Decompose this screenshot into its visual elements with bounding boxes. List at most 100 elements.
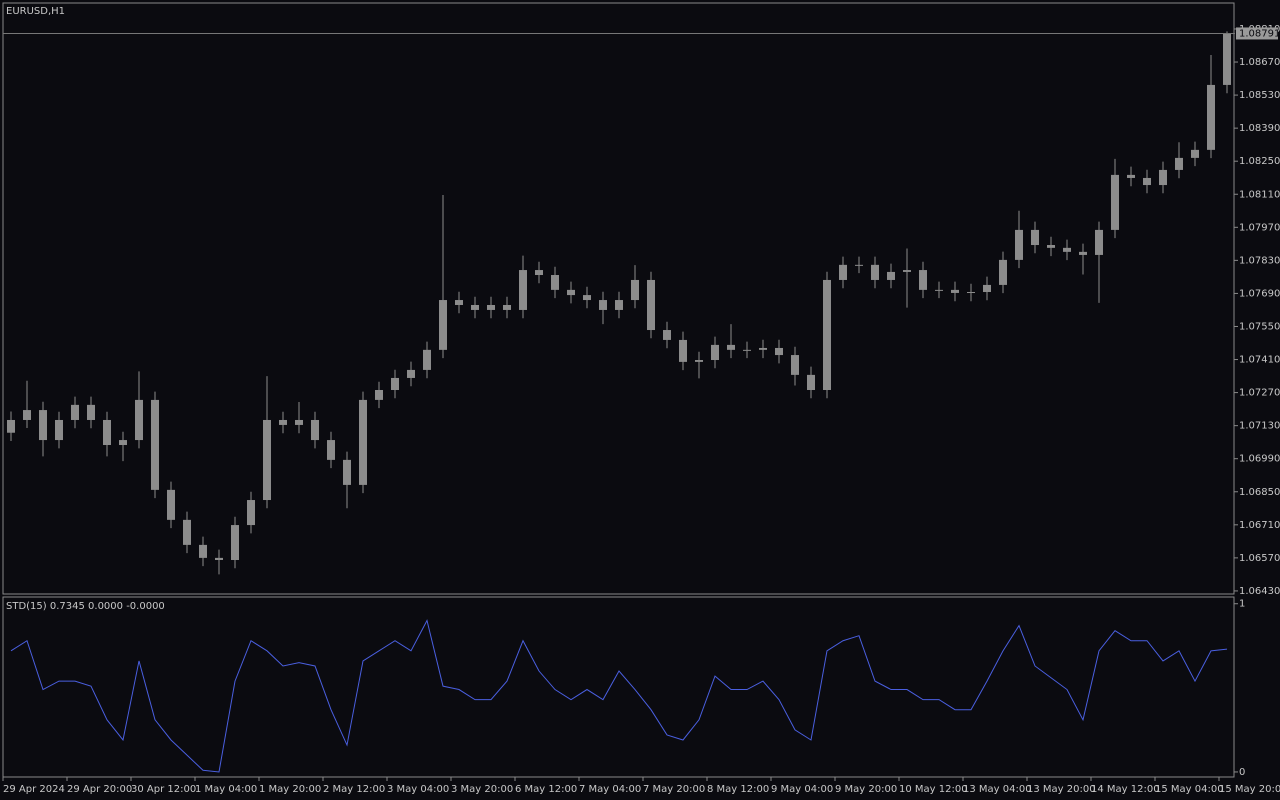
candle-body bbox=[615, 300, 623, 310]
x-tick-label: 13 May 04:00 bbox=[963, 784, 1032, 795]
x-tick-label: 29 Apr 20:00 bbox=[67, 784, 132, 795]
candle-body bbox=[39, 410, 47, 441]
y-tick-label: 1.08250 bbox=[1239, 156, 1280, 167]
y-tick-label: 1.07130 bbox=[1239, 421, 1280, 432]
candle-body bbox=[439, 300, 447, 350]
candle-body bbox=[1207, 84, 1215, 150]
y-tick-label: 1.07410 bbox=[1239, 355, 1280, 366]
candle-body bbox=[87, 404, 95, 420]
candle-body bbox=[199, 544, 207, 558]
candle-body bbox=[855, 264, 863, 266]
candle-body bbox=[1159, 169, 1167, 186]
x-tick-label: 14 May 12:00 bbox=[1091, 784, 1160, 795]
y-tick-label: 1.07270 bbox=[1239, 388, 1280, 399]
candle-body bbox=[151, 399, 159, 490]
candle-body bbox=[311, 419, 319, 441]
candle-body bbox=[263, 419, 271, 501]
candle-body bbox=[1079, 251, 1087, 255]
y-tick-label: 1.07830 bbox=[1239, 255, 1280, 266]
x-tick-label: 3 May 20:00 bbox=[451, 784, 513, 795]
x-tick-label: 3 May 04:00 bbox=[387, 784, 449, 795]
candle-body bbox=[1111, 174, 1119, 230]
indicator-panel bbox=[2, 596, 1235, 778]
candle-body bbox=[759, 347, 767, 350]
candle-body bbox=[679, 339, 687, 362]
candle-body bbox=[1015, 229, 1023, 260]
main-panel bbox=[2, 2, 1235, 595]
candle-body bbox=[903, 270, 911, 272]
indicator-title: STD(15) 0.7345 0.0000 -0.0000 bbox=[6, 601, 165, 612]
candle-body bbox=[1047, 245, 1055, 248]
x-tick-label: 10 May 12:00 bbox=[899, 784, 968, 795]
x-tick-label: 8 May 12:00 bbox=[707, 784, 769, 795]
candle-body bbox=[279, 419, 287, 425]
x-tick-label: 7 May 20:00 bbox=[643, 784, 705, 795]
candle-body bbox=[135, 399, 143, 441]
candle-body bbox=[663, 330, 671, 340]
candle-body bbox=[775, 347, 783, 356]
candle-body bbox=[71, 404, 79, 420]
candle-body bbox=[711, 344, 719, 361]
candle-body bbox=[167, 489, 175, 520]
y-tick-label: 1.06990 bbox=[1239, 454, 1280, 465]
candle-body bbox=[583, 295, 591, 301]
chart-title: EURUSD,H1 bbox=[6, 6, 65, 17]
y-tick-label: 1.07690 bbox=[1239, 288, 1280, 299]
candle-body bbox=[887, 271, 895, 280]
candle-body bbox=[1175, 157, 1183, 170]
candle-body bbox=[823, 279, 831, 390]
x-tick-label: 7 May 04:00 bbox=[579, 784, 641, 795]
candle-body bbox=[791, 355, 799, 375]
candle-body bbox=[471, 304, 479, 310]
candle-body bbox=[119, 440, 127, 446]
y-tick-label: 1.08110 bbox=[1239, 189, 1280, 200]
y-tick-label: 1.06570 bbox=[1239, 553, 1280, 564]
y-tick-label: 1.08530 bbox=[1239, 90, 1280, 101]
candle-body bbox=[999, 259, 1007, 285]
candle-body bbox=[935, 289, 943, 291]
candle-body bbox=[391, 377, 399, 390]
candle-body bbox=[359, 399, 367, 485]
candle-body bbox=[567, 289, 575, 296]
y-tick-label: 1.08390 bbox=[1239, 123, 1280, 134]
candle-body bbox=[839, 264, 847, 280]
candle-body bbox=[7, 419, 15, 433]
x-tick-label: 13 May 20:00 bbox=[1027, 784, 1096, 795]
indicator-line bbox=[10, 619, 1228, 773]
bid-label-box bbox=[1236, 27, 1278, 40]
candle-body bbox=[871, 264, 879, 280]
x-tick-label: 1 May 04:00 bbox=[195, 784, 257, 795]
candle-body bbox=[55, 419, 63, 441]
candle-body bbox=[231, 525, 239, 560]
candle-body bbox=[423, 349, 431, 370]
bid-label: 1.08791 bbox=[1239, 28, 1280, 39]
x-tick-label: 29 Apr 2024 bbox=[3, 784, 65, 795]
y-tick-label: 1.06430 bbox=[1239, 586, 1280, 597]
candle-body bbox=[1191, 149, 1199, 158]
y-tick-label: 1.07550 bbox=[1239, 321, 1280, 332]
candle-body bbox=[343, 459, 351, 485]
candle-body bbox=[743, 349, 751, 351]
candle-body bbox=[455, 300, 463, 305]
x-tick-label: 9 May 20:00 bbox=[835, 784, 897, 795]
candle-body bbox=[503, 304, 511, 310]
candle-body bbox=[631, 279, 639, 301]
candle-body bbox=[983, 284, 991, 293]
candle-body bbox=[327, 440, 335, 460]
x-tick-label: 15 May 04:00 bbox=[1155, 784, 1224, 795]
x-tick-label: 6 May 12:00 bbox=[515, 784, 577, 795]
candle-body bbox=[215, 557, 223, 560]
y-tick-label: 1.06710 bbox=[1239, 520, 1280, 531]
candle-body bbox=[727, 344, 735, 350]
y-tick-label: 1.06850 bbox=[1239, 487, 1280, 498]
x-tick-label: 1 May 20:00 bbox=[259, 784, 321, 795]
candle-body bbox=[1031, 229, 1039, 246]
candle-body bbox=[535, 270, 543, 276]
y-tick-label: 1 bbox=[1239, 599, 1245, 610]
candle-body bbox=[407, 369, 415, 378]
candle-body bbox=[23, 410, 31, 420]
candle-body bbox=[103, 419, 111, 446]
candle-body bbox=[919, 270, 927, 290]
